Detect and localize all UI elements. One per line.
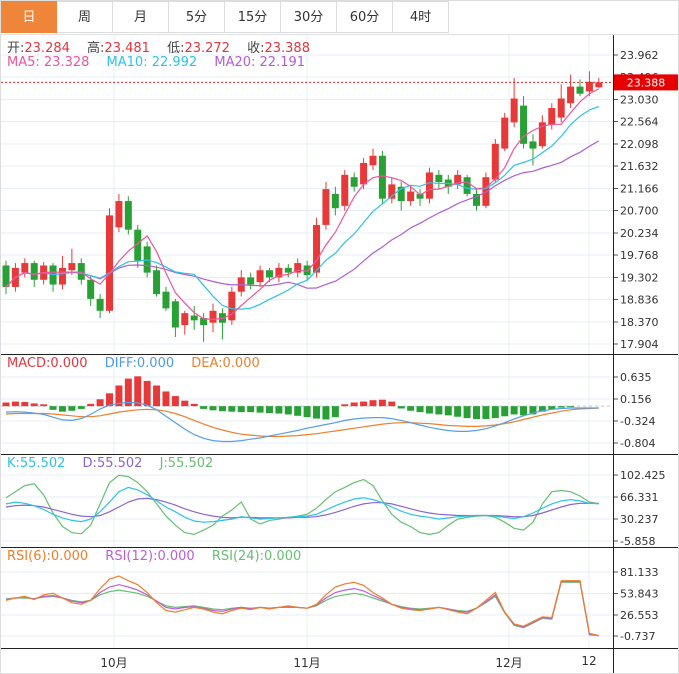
svg-text:66.331: 66.331 [620, 491, 659, 504]
kdj-panel[interactable]: 102.425 66.331 30.237 -5.858 K:55.502 D:55.… [1, 455, 679, 547]
svg-text:23.388: 23.388 [627, 76, 666, 89]
svg-text:17.904: 17.904 [620, 338, 659, 351]
svg-text:0.156: 0.156 [620, 393, 652, 406]
main-chart-panel[interactable]: 23.96223.49623.03022.56422.09821.63221.1… [1, 35, 679, 354]
kdj-canvas[interactable]: 102.425 66.331 30.237 -5.858 [1, 455, 679, 547]
main-chart-canvas[interactable]: 23.96223.49623.03022.56422.09821.63221.1… [1, 35, 679, 354]
svg-text:22.098: 22.098 [620, 138, 659, 151]
svg-text:30.237: 30.237 [620, 513, 659, 526]
panel-separator [1, 354, 678, 355]
macd-canvas[interactable]: 0.635 0.156 -0.324 -0.804 [1, 355, 679, 454]
macd-panel[interactable]: 0.635 0.156 -0.324 -0.804 MACD:0.000 DIFF:0… [1, 355, 679, 454]
svg-text:19.768: 19.768 [620, 249, 659, 262]
svg-text:21.632: 21.632 [620, 160, 659, 173]
svg-text:-0.324: -0.324 [620, 415, 655, 428]
svg-text:81.133: 81.133 [620, 566, 659, 579]
price-axis-line [613, 35, 614, 673]
svg-text:21.166: 21.166 [620, 182, 659, 195]
x-axis-label: 11月 [293, 656, 321, 670]
svg-text:-0.737: -0.737 [620, 630, 655, 643]
svg-text:20.700: 20.700 [620, 205, 659, 218]
svg-text:18.370: 18.370 [620, 316, 659, 329]
svg-text:19.302: 19.302 [620, 271, 659, 284]
svg-text:23.962: 23.962 [620, 49, 659, 62]
rsi-canvas[interactable]: 81.133 53.843 26.553 -0.737 [1, 548, 679, 648]
svg-text:-5.858: -5.858 [620, 535, 655, 547]
svg-text:-0.804: -0.804 [620, 437, 655, 450]
x-axis-label: 12月 [495, 656, 523, 670]
tab-15min[interactable]: 15分 [225, 1, 281, 33]
x-axis-label: 12 [581, 654, 597, 668]
svg-text:20.234: 20.234 [620, 227, 659, 240]
x-axis-row: 10月 11月 12月 12 [1, 649, 678, 673]
timeframe-tabbar: 日 周 月 5分 15分 30分 60分 4时 [1, 1, 678, 35]
tab-60min[interactable]: 60分 [337, 1, 393, 33]
svg-text:23.030: 23.030 [620, 93, 659, 106]
svg-text:18.836: 18.836 [620, 294, 659, 307]
tab-day[interactable]: 日 [1, 1, 57, 33]
svg-text:53.843: 53.843 [620, 587, 659, 600]
tab-4hour[interactable]: 4时 [393, 1, 449, 33]
svg-text:102.425: 102.425 [620, 469, 666, 482]
svg-text:0.635: 0.635 [620, 371, 652, 384]
x-axis-label: 10月 [100, 656, 128, 670]
tab-5min[interactable]: 5分 [169, 1, 225, 33]
rsi-panel[interactable]: 81.133 53.843 26.553 -0.737 RSI(6):0.000 RS… [1, 548, 679, 648]
panel-separator [1, 648, 678, 649]
panel-separator [1, 547, 678, 548]
tab-month[interactable]: 月 [113, 1, 169, 33]
tab-30min[interactable]: 30分 [281, 1, 337, 33]
svg-text:26.553: 26.553 [620, 609, 659, 622]
panel-separator [1, 454, 678, 455]
chart-region: 23.96223.49623.03022.56422.09821.63221.1… [1, 35, 679, 673]
svg-text:22.564: 22.564 [620, 116, 659, 129]
tab-week[interactable]: 周 [57, 1, 113, 33]
